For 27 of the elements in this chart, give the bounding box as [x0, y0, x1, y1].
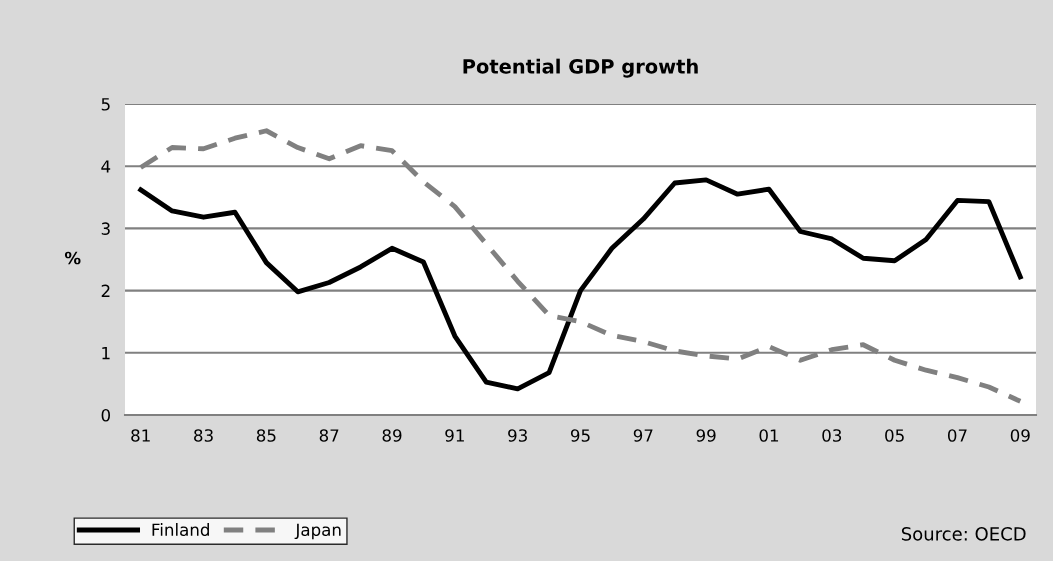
- y-tick-label: 4: [101, 160, 111, 173]
- legend-label: Japan: [294, 523, 341, 540]
- source-note: Source: OECD: [901, 527, 1026, 541]
- x-tick-label: 01: [759, 429, 779, 442]
- x-tick-label: 07: [947, 429, 967, 442]
- y-tick-label: 1: [102, 346, 110, 360]
- x-tick-label: 03: [822, 429, 842, 442]
- chart-title: Potential GDP growth: [463, 58, 698, 78]
- x-tick-label: 97: [633, 429, 653, 442]
- x-tick-label: 89: [382, 429, 402, 442]
- line-series: [138, 177, 1023, 392]
- y-tick-label: 3: [101, 222, 110, 235]
- x-tick-label: 95: [570, 429, 590, 442]
- x-tick-label: 05: [885, 429, 904, 442]
- x-tick-label: 09: [1010, 429, 1030, 442]
- y-axis-title: %: [64, 251, 81, 265]
- x-tick-label: 91: [445, 429, 464, 442]
- x-tick-label: 93: [508, 429, 527, 442]
- x-tick-label: 81: [131, 429, 150, 442]
- x-tick-label: 99: [696, 429, 716, 442]
- x-tick-label: 87: [319, 429, 339, 442]
- x-tick-label: 83: [194, 429, 213, 442]
- y-tick-label: 2: [101, 284, 110, 297]
- y-tick-label: 5: [101, 98, 110, 111]
- y-tick-label: 0: [101, 408, 110, 422]
- legend-label: Finland: [152, 523, 209, 537]
- x-tick-label: 85: [256, 429, 276, 442]
